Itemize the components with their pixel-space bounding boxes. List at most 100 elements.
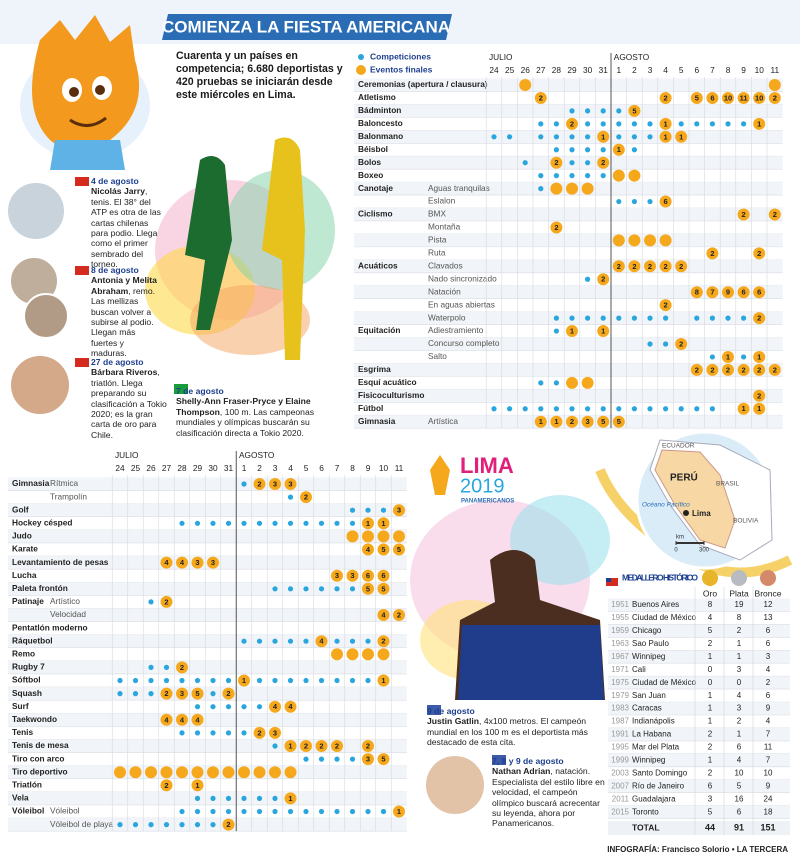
competition-dot xyxy=(241,795,247,802)
final-circle xyxy=(393,609,405,621)
competition-dot xyxy=(553,147,560,153)
medal-count: 2 xyxy=(708,639,713,648)
medal-count: 1 xyxy=(708,704,713,713)
medal-year: 1995 xyxy=(611,743,629,752)
competition-dot xyxy=(647,134,653,140)
final-circle xyxy=(659,91,672,104)
legend-label: Eventos finales xyxy=(370,64,433,74)
final-count: 5 xyxy=(195,689,199,698)
competition-dot xyxy=(694,406,700,412)
row-band xyxy=(8,608,407,622)
date: 7, 8 y 9 de agosto xyxy=(492,756,564,766)
total-count: 151 xyxy=(760,822,775,832)
sport-label: Baloncesto xyxy=(358,118,403,128)
final-circle xyxy=(628,169,641,182)
medal-city: Santo Domingo xyxy=(632,768,688,777)
competition-dot xyxy=(225,520,232,526)
medal-count: 6 xyxy=(708,781,713,790)
medal-count: 4 xyxy=(766,665,771,674)
medal-city: Toronto xyxy=(632,807,659,816)
final-circle xyxy=(377,609,390,621)
flag xyxy=(174,384,188,394)
row-band xyxy=(354,156,783,170)
final-count: 1 xyxy=(757,119,761,128)
final-circle xyxy=(222,818,235,831)
row-band xyxy=(608,779,790,793)
event-label: Montaña xyxy=(428,222,461,232)
final-count: 5 xyxy=(397,545,401,554)
medal-count: 6 xyxy=(737,743,742,752)
final-circle xyxy=(377,543,390,556)
flag xyxy=(75,358,89,367)
row-band xyxy=(354,363,783,377)
medal-count: 10 xyxy=(735,768,744,777)
final-circle xyxy=(628,260,641,273)
final-circle xyxy=(722,350,734,363)
event-label: Adiestramiento xyxy=(428,325,484,335)
decor xyxy=(0,0,800,835)
medal-count: 5 xyxy=(737,781,742,790)
row-band xyxy=(608,728,790,741)
final-circle xyxy=(362,530,374,543)
final-circle xyxy=(222,766,235,779)
competition-dot xyxy=(709,354,716,360)
competition-dot xyxy=(225,677,232,684)
competition-dot xyxy=(616,315,622,321)
row-band xyxy=(354,130,783,144)
competition-dot xyxy=(272,743,278,749)
row-band xyxy=(354,259,783,273)
competition-dot xyxy=(663,406,669,412)
name: Bárbara Riveros xyxy=(91,367,158,378)
day-label: 26 xyxy=(521,65,531,75)
day-label: 9 xyxy=(366,463,371,473)
month-label: JULIO xyxy=(489,52,513,62)
final-count: 3 xyxy=(195,558,199,567)
sport-label: Golf xyxy=(12,504,29,514)
final-count: 2 xyxy=(180,663,184,672)
total-count: 44 xyxy=(705,822,715,832)
row-band xyxy=(8,634,407,648)
competition-dot xyxy=(600,406,606,412)
final-count: 5 xyxy=(617,417,621,426)
competition-dot xyxy=(709,315,716,321)
medal-count: 1 xyxy=(708,756,713,765)
competition-dot xyxy=(741,354,747,360)
final-circle xyxy=(581,376,594,389)
final-circle xyxy=(191,766,204,779)
flag xyxy=(606,578,618,586)
final-circle xyxy=(362,753,374,766)
day-label: 5 xyxy=(679,65,684,75)
competition-dot xyxy=(709,406,716,412)
competition-dot xyxy=(303,586,309,592)
competition-dot xyxy=(256,808,263,815)
final-count: 2 xyxy=(757,249,761,258)
competition-dot xyxy=(163,822,170,828)
sport-label: Esquí acuático xyxy=(358,377,417,387)
competition-dot xyxy=(272,586,278,592)
name: Nathan Adrian xyxy=(492,766,551,777)
competition-dot xyxy=(631,147,638,153)
day-label: 1 xyxy=(242,463,247,473)
final-circle xyxy=(566,117,578,130)
final-circle xyxy=(628,234,641,247)
bio: 27 de agosto Bárbara Riveros, triatlón. L… xyxy=(91,357,169,440)
medal-count: 1 xyxy=(737,730,742,739)
final-count: 11 xyxy=(740,93,748,102)
sport-label: Boxeo xyxy=(358,170,383,180)
final-count: 5 xyxy=(695,93,699,102)
final-circle xyxy=(284,792,297,805)
final-circle xyxy=(238,674,250,687)
bio: 7, 8 y 9 de agosto Nathan Adrian, natació… xyxy=(492,756,608,829)
competition-dot xyxy=(647,121,653,127)
day-label: 26 xyxy=(146,463,156,473)
competition-dot xyxy=(334,756,340,762)
final-circle xyxy=(659,195,672,208)
competition-dot xyxy=(585,276,591,282)
final-count: 2 xyxy=(601,158,605,167)
final-circle xyxy=(362,740,374,752)
day-label: 11 xyxy=(395,463,404,473)
sport-label: Taekwondo xyxy=(12,714,57,724)
final-circle xyxy=(550,182,563,195)
final-count: 2 xyxy=(226,689,230,698)
